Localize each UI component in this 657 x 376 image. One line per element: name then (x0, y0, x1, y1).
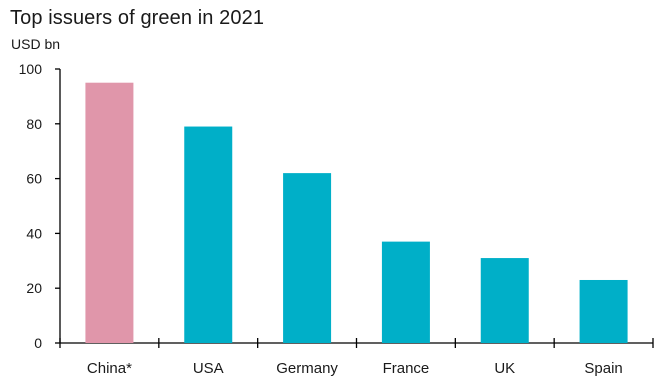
bar-uk (480, 258, 529, 343)
y-tick-label: 0 (34, 335, 42, 351)
x-tick-label: Germany (276, 360, 338, 376)
bars (85, 82, 628, 343)
y-axis: 0 20 40 60 80 100 (19, 61, 61, 351)
chart-title: Top issuers of green in 2021 (10, 7, 265, 29)
x-tick-label: UK (494, 360, 515, 376)
y-tick-label: 60 (26, 171, 42, 187)
y-tick-label: 20 (26, 280, 42, 296)
bar-china (85, 82, 134, 343)
y-tick-label: 40 (26, 225, 42, 241)
bar-usa (184, 126, 233, 343)
y-tick-label: 100 (19, 61, 43, 77)
y-axis-unit-label: USD bn (11, 36, 61, 52)
x-tick-label: Spain (584, 360, 622, 376)
x-tick-label: USA (193, 360, 224, 376)
bar-spain (579, 279, 628, 343)
y-tick-label: 80 (26, 116, 42, 132)
x-axis: China* USA Germany France UK Spain (59, 338, 654, 376)
x-tick-label: France (383, 360, 430, 376)
x-tick-label: China* (87, 360, 132, 376)
bar-germany (283, 173, 332, 343)
bar-france (381, 241, 430, 343)
